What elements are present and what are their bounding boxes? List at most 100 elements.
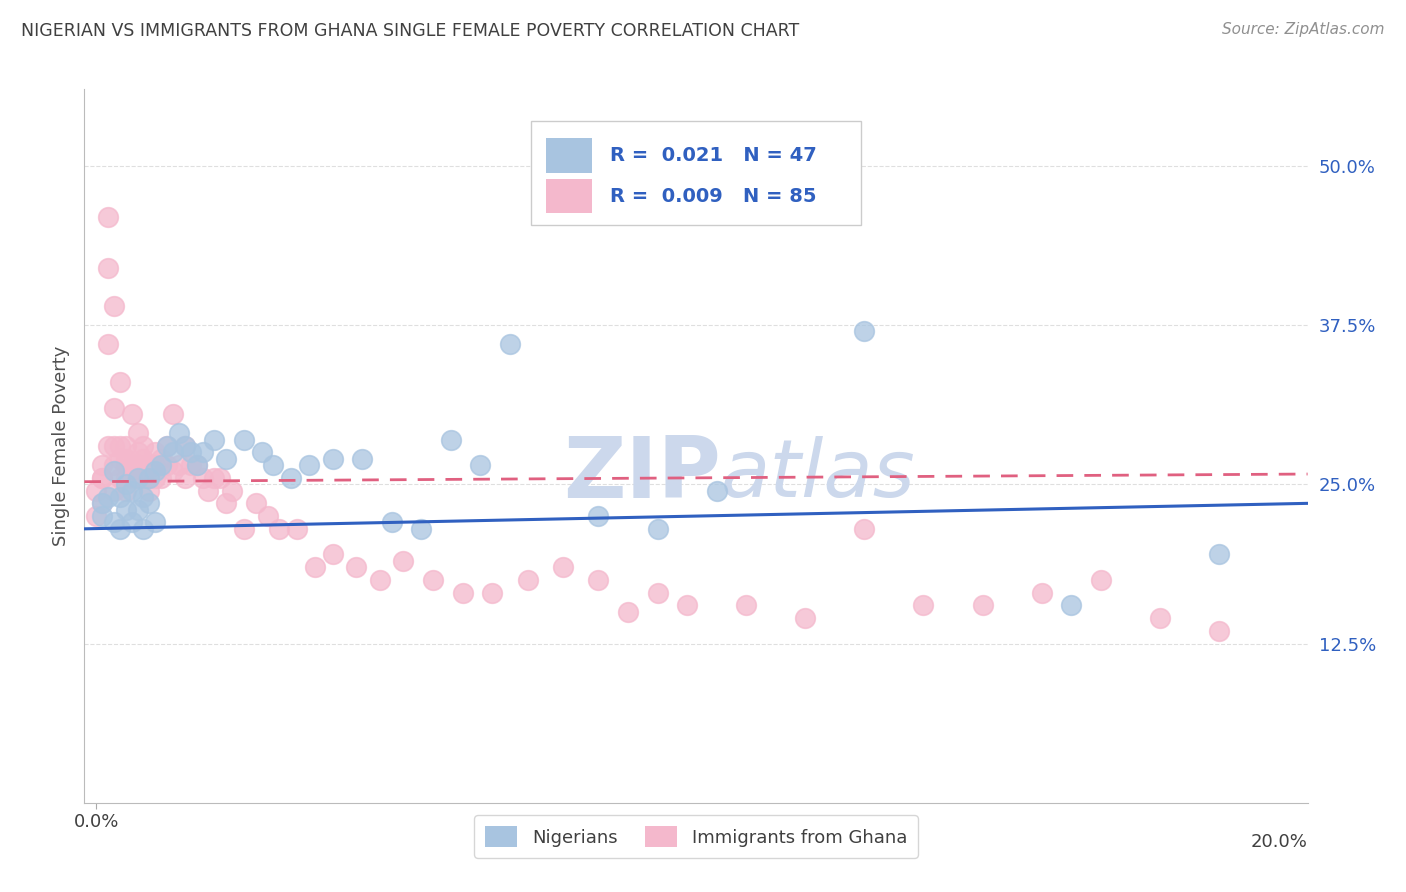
Point (143, 458, 166, 472)
Point (588, 573, 610, 587)
Point (121, 407, 143, 421)
Point (197, 483, 219, 498)
Point (232, 522, 254, 536)
Point (91, 471, 114, 485)
Point (735, 599, 758, 613)
Text: NIGERIAN VS IMMIGRANTS FROM GHANA SINGLE FEMALE POVERTY CORRELATION CHART: NIGERIAN VS IMMIGRANTS FROM GHANA SINGLE… (21, 22, 800, 40)
Point (162, 445, 184, 459)
Point (143, 445, 166, 459)
Point (138, 496, 160, 510)
Point (322, 451, 344, 466)
Point (150, 451, 173, 466)
Point (470, 458, 492, 472)
Point (143, 465, 166, 479)
Point (103, 465, 125, 479)
Point (191, 445, 214, 459)
Point (262, 458, 284, 472)
Point (167, 426, 190, 441)
Point (853, 522, 876, 536)
Point (280, 471, 302, 485)
Point (132, 471, 155, 485)
Point (114, 483, 136, 498)
Point (322, 547, 344, 561)
Point (794, 611, 817, 625)
Point (103, 439, 125, 453)
Point (108, 490, 131, 504)
Point (368, 573, 391, 587)
Point (422, 573, 444, 587)
FancyBboxPatch shape (546, 138, 592, 173)
Legend: Nigerians, Immigrants from Ghana: Nigerians, Immigrants from Ghana (474, 815, 918, 858)
Point (108, 439, 131, 453)
Point (138, 471, 160, 485)
Point (1149, 611, 1171, 625)
Point (186, 458, 208, 472)
Point (853, 324, 876, 338)
Point (127, 502, 149, 516)
Point (304, 560, 326, 574)
Point (91, 496, 114, 510)
Text: 20.0%: 20.0% (1251, 833, 1308, 851)
Point (221, 483, 243, 498)
Point (215, 496, 238, 510)
Point (1060, 599, 1083, 613)
Point (121, 483, 143, 498)
Point (269, 522, 291, 536)
Point (173, 471, 195, 485)
Point (392, 554, 415, 568)
Point (250, 445, 273, 459)
Point (647, 585, 669, 599)
Point (121, 516, 143, 530)
Point (551, 560, 574, 574)
Point (381, 516, 404, 530)
Point (245, 496, 267, 510)
Point (97, 490, 120, 504)
Text: R =  0.021   N = 47: R = 0.021 N = 47 (610, 146, 817, 165)
Point (121, 458, 143, 472)
Point (150, 458, 173, 472)
Point (209, 471, 232, 485)
Text: ZIP: ZIP (562, 433, 720, 516)
Point (127, 426, 149, 441)
Point (143, 471, 166, 485)
Text: atlas: atlas (720, 435, 915, 514)
Point (132, 490, 155, 504)
Point (215, 451, 238, 466)
Point (97, 210, 120, 224)
Point (162, 465, 184, 479)
Point (499, 337, 522, 351)
Point (143, 516, 166, 530)
Point (202, 471, 225, 485)
Point (132, 439, 155, 453)
Point (451, 585, 474, 599)
Point (91, 496, 114, 510)
Point (97, 260, 120, 275)
Point (440, 433, 463, 447)
FancyBboxPatch shape (546, 179, 592, 213)
Point (1208, 547, 1230, 561)
Point (138, 458, 160, 472)
Point (132, 522, 155, 536)
Point (1090, 573, 1112, 587)
Point (108, 522, 131, 536)
Point (411, 522, 433, 536)
Point (138, 483, 160, 498)
Point (285, 522, 308, 536)
Point (180, 445, 202, 459)
Text: Source: ZipAtlas.com: Source: ZipAtlas.com (1222, 22, 1385, 37)
Point (103, 458, 125, 472)
Point (516, 573, 538, 587)
Point (202, 433, 225, 447)
Point (972, 599, 994, 613)
Y-axis label: Single Female Poverty: Single Female Poverty (52, 346, 70, 546)
Point (97, 439, 120, 453)
Point (91, 458, 114, 472)
Point (617, 605, 640, 619)
Point (156, 458, 179, 472)
Point (132, 451, 155, 466)
Point (191, 471, 214, 485)
Point (84, 509, 107, 524)
Point (676, 599, 699, 613)
Point (84, 483, 107, 498)
Point (232, 433, 254, 447)
